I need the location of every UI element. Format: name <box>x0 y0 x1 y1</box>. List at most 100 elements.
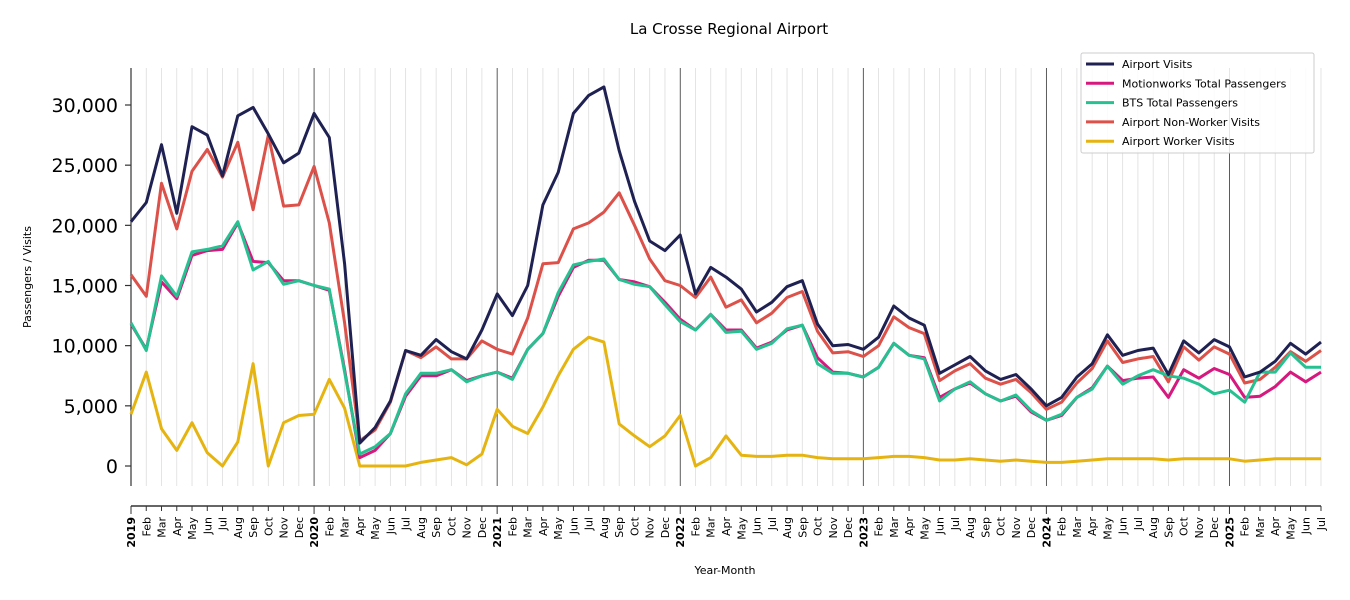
x-tick-month-label: Mar <box>1254 517 1267 538</box>
x-tick-month-label: Nov <box>1193 517 1206 539</box>
series-lines <box>129 85 1322 468</box>
x-tick-month-label: Mar <box>1071 517 1084 538</box>
x-tick-month-label: Aug <box>781 517 794 538</box>
y-tick-label: 30,000 <box>52 95 118 117</box>
x-tick-month-label: Aug <box>964 517 977 538</box>
x-tick-month-label: Dec <box>1208 517 1221 538</box>
x-tick-month-label: Dec <box>293 517 306 538</box>
x-tick-year-label: 2022 <box>674 517 687 548</box>
y-tick-label: 5,000 <box>64 396 118 418</box>
x-tick-month-label: Feb <box>689 517 702 536</box>
y-ticks: 0 5,000 10,000 15,000 20,000 25,000 30,000 <box>52 95 131 478</box>
x-tick-month-label: Jul <box>217 517 230 531</box>
x-tick-month-label: Dec <box>842 517 855 538</box>
legend-label: Airport Non-Worker Visits <box>1122 116 1260 129</box>
x-tick-month-label: Dec <box>476 517 489 538</box>
x-tick-month-label: Apr <box>720 517 733 537</box>
x-tick-month-label: Jul <box>766 517 779 531</box>
x-tick-month-label: Sep <box>1162 517 1175 538</box>
x-tick-month-label: May <box>552 517 565 540</box>
x-tick-month-label: Sep <box>613 517 626 538</box>
x-tick-month-label: Jun <box>567 517 580 535</box>
x-tick-month-label: May <box>186 517 199 540</box>
x-tick-month-label: Jul <box>1132 517 1145 531</box>
x-tick-month-label: Oct <box>628 516 641 536</box>
x-tick-month-label: Apr <box>1269 517 1282 537</box>
x-tick-month-label: Nov <box>827 517 840 539</box>
x-tick-month-label: Sep <box>247 517 260 538</box>
chart-title: La Crosse Regional Airport <box>630 20 828 38</box>
x-tick-month-label: Jul <box>1315 517 1328 531</box>
x-tick-month-label: Apr <box>171 517 184 537</box>
x-tick-month-label: May <box>735 517 748 540</box>
legend-box <box>1080 52 1315 154</box>
y-tick-label: 0 <box>106 456 118 478</box>
x-tick-year-label: 2019 <box>125 517 138 548</box>
x-tick-month-label: Feb <box>1239 517 1252 536</box>
x-tick-month-label: Jul <box>400 517 413 531</box>
x-tick-month-label: Sep <box>979 517 992 538</box>
x-tick-year-label: 2021 <box>491 517 504 548</box>
legend: Airport Visits Motionworks Total Passenge… <box>1080 52 1315 154</box>
series-line-airport-non-worker-visits <box>129 133 1322 443</box>
x-tick-month-label: May <box>1101 517 1114 540</box>
x-tick-month-label: Nov <box>1010 517 1023 539</box>
legend-label: Motionworks Total Passengers <box>1122 77 1287 90</box>
x-tick-month-label: Dec <box>659 517 672 538</box>
x-tick-month-label: Mar <box>522 517 535 538</box>
x-tick-month-label: Dec <box>1025 517 1038 538</box>
x-tick-month-label: Oct <box>812 516 825 536</box>
x-tick-month-label: Feb <box>873 517 886 536</box>
y-tick-label: 15,000 <box>52 276 118 298</box>
x-tick-month-label: May <box>918 517 931 540</box>
x-tick-month-label: Jun <box>384 517 397 535</box>
x-tick-month-label: Oct <box>445 516 458 536</box>
x-tick-month-label: May <box>1284 517 1297 540</box>
x-tick-month-label: Jun <box>201 517 214 535</box>
x-tick-month-label: Nov <box>461 517 474 539</box>
legend-label: BTS Total Passengers <box>1122 97 1238 110</box>
x-tick-year-label: 2024 <box>1040 517 1053 548</box>
x-tick-month-label: Jul <box>583 517 596 531</box>
x-tick-month-label: Apr <box>354 517 367 537</box>
x-tick-month-label: Apr <box>537 517 550 537</box>
x-tick-month-label: Aug <box>415 517 428 538</box>
x-tick-month-label: Mar <box>156 517 169 538</box>
x-tick-month-label: Apr <box>903 517 916 537</box>
series-line-airport-visits <box>129 85 1322 445</box>
x-tick-month-label: Oct <box>995 516 1008 536</box>
x-tick-month-label: Jun <box>934 517 947 535</box>
x-ticks: 2019 Feb Mar Apr May Jun Jul Aug Sep Oct Nov Dec 202… <box>125 506 1328 548</box>
series-line-airport-worker-visits <box>129 335 1321 468</box>
x-tick-month-label: Feb <box>323 517 336 536</box>
x-tick-month-label: Jun <box>1300 517 1313 535</box>
x-tick-year-label: 2023 <box>857 517 870 548</box>
x-tick-month-label: Jun <box>1117 517 1130 535</box>
x-tick-month-label: Aug <box>232 517 245 538</box>
x-tick-month-label: Mar <box>888 517 901 538</box>
x-tick-month-label: Feb <box>506 517 519 536</box>
x-tick-month-label: Feb <box>140 517 153 536</box>
x-tick-month-label: Mar <box>339 517 352 538</box>
x-tick-month-label: Nov <box>278 517 291 539</box>
x-tick-year-label: 2020 <box>308 517 321 548</box>
x-tick-month-label: Mar <box>705 517 718 538</box>
x-tick-month-label: Aug <box>1147 517 1160 538</box>
legend-label: Airport Worker Visits <box>1122 135 1235 148</box>
x-tick-month-label: Oct <box>262 516 275 536</box>
x-tick-year-label: 2025 <box>1223 517 1236 548</box>
x-tick-month-label: Sep <box>796 517 809 538</box>
y-tick-label: 25,000 <box>52 155 118 177</box>
x-tick-month-label: Aug <box>598 517 611 538</box>
y-axis-label: Passengers / Visits <box>21 226 34 328</box>
y-tick-label: 10,000 <box>52 336 118 358</box>
series-line-bts-total-passengers <box>129 220 1321 456</box>
x-axis-label: Year-Month <box>693 564 755 577</box>
legend-label: Airport Visits <box>1122 58 1193 71</box>
x-tick-month-label: Oct <box>1178 516 1191 536</box>
x-tick-month-label: Nov <box>644 517 657 539</box>
x-tick-month-label: May <box>369 517 382 540</box>
x-tick-month-label: Apr <box>1086 517 1099 537</box>
x-tick-month-label: Feb <box>1056 517 1069 536</box>
